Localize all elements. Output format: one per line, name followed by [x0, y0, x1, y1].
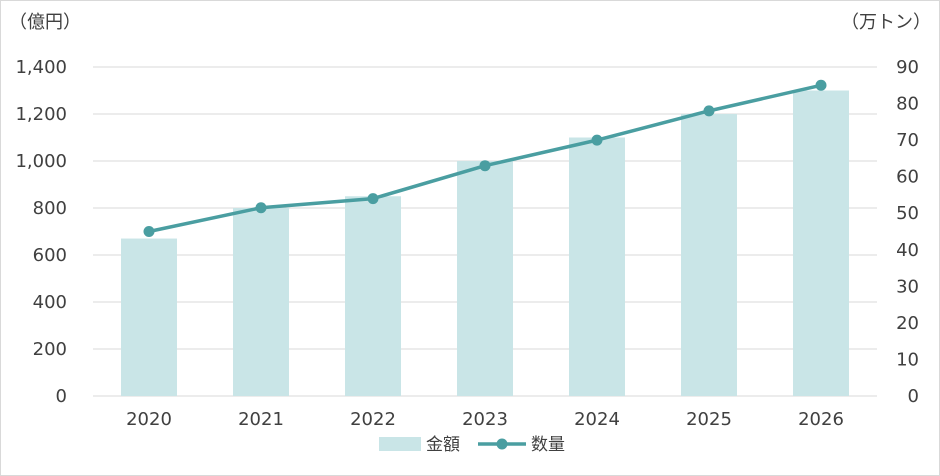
right-axis-tick-label: 20	[896, 313, 919, 334]
line-point-2024	[591, 134, 603, 146]
right-axis-tick-label: 80	[896, 94, 919, 115]
right-axis-tick-label: 40	[896, 240, 919, 261]
legend: 金額 数量	[379, 435, 565, 455]
left-axis-tick-label: 0	[56, 386, 67, 407]
x-axis-tick-label: 2022	[350, 409, 396, 430]
left-axis-tick-label: 200	[33, 339, 67, 360]
left-axis-unit: （億円）	[9, 12, 81, 33]
left-axis-tick-label: 1,400	[15, 57, 67, 78]
x-axis-tick-label: 2025	[686, 409, 732, 430]
legend-label-quantity: 数量	[531, 435, 565, 455]
line-series	[143, 79, 827, 237]
bar-2025	[681, 114, 737, 396]
x-axis-tick-label: 2026	[798, 409, 844, 430]
right-axis-tick-label: 30	[896, 276, 919, 297]
right-axis-tick-label: 60	[896, 167, 919, 188]
bar-2026	[793, 90, 849, 396]
line-point-2026	[815, 79, 827, 91]
bar-series	[121, 90, 849, 396]
bar-2023	[457, 161, 513, 396]
line-point-2023	[479, 160, 491, 172]
line-point-2025	[703, 105, 715, 117]
left-axis-tick-label: 1,200	[15, 104, 67, 125]
left-axis-tick-label: 1,000	[15, 151, 67, 172]
left-axis-tick-label: 400	[33, 292, 67, 313]
right-axis-unit: （万トン）	[841, 12, 931, 33]
line-point-2021	[255, 202, 267, 214]
x-axis-tick-label: 2020	[126, 409, 172, 430]
right-axis-tick-label: 10	[896, 349, 919, 370]
right-axis-tick-label: 50	[896, 203, 919, 224]
line-point-2020	[143, 226, 155, 237]
x-axis-tick-label: 2024	[574, 409, 620, 430]
line-point-2022	[367, 193, 379, 205]
axes: 0 200 400 600 800 1,000 1,200 1,400 0 10 20 30 40 50 6…	[15, 57, 919, 430]
bar-2022	[345, 196, 401, 396]
left-axis-tick-label: 600	[33, 245, 67, 266]
right-axis-tick-label: 90	[896, 57, 919, 78]
left-axis-tick-label: 800	[33, 198, 67, 219]
x-axis-tick-label: 2021	[238, 409, 284, 430]
bar-2020	[121, 238, 177, 396]
legend-label-amount: 金額	[426, 435, 460, 455]
x-axis-tick-label: 2023	[462, 409, 508, 430]
bar-2021	[233, 208, 289, 396]
right-axis-tick-label: 70	[896, 130, 919, 151]
legend-marker-quantity	[496, 438, 508, 450]
right-axis-tick-label: 0	[908, 386, 919, 407]
legend-swatch-amount	[379, 437, 421, 451]
bar-2024	[569, 137, 625, 396]
